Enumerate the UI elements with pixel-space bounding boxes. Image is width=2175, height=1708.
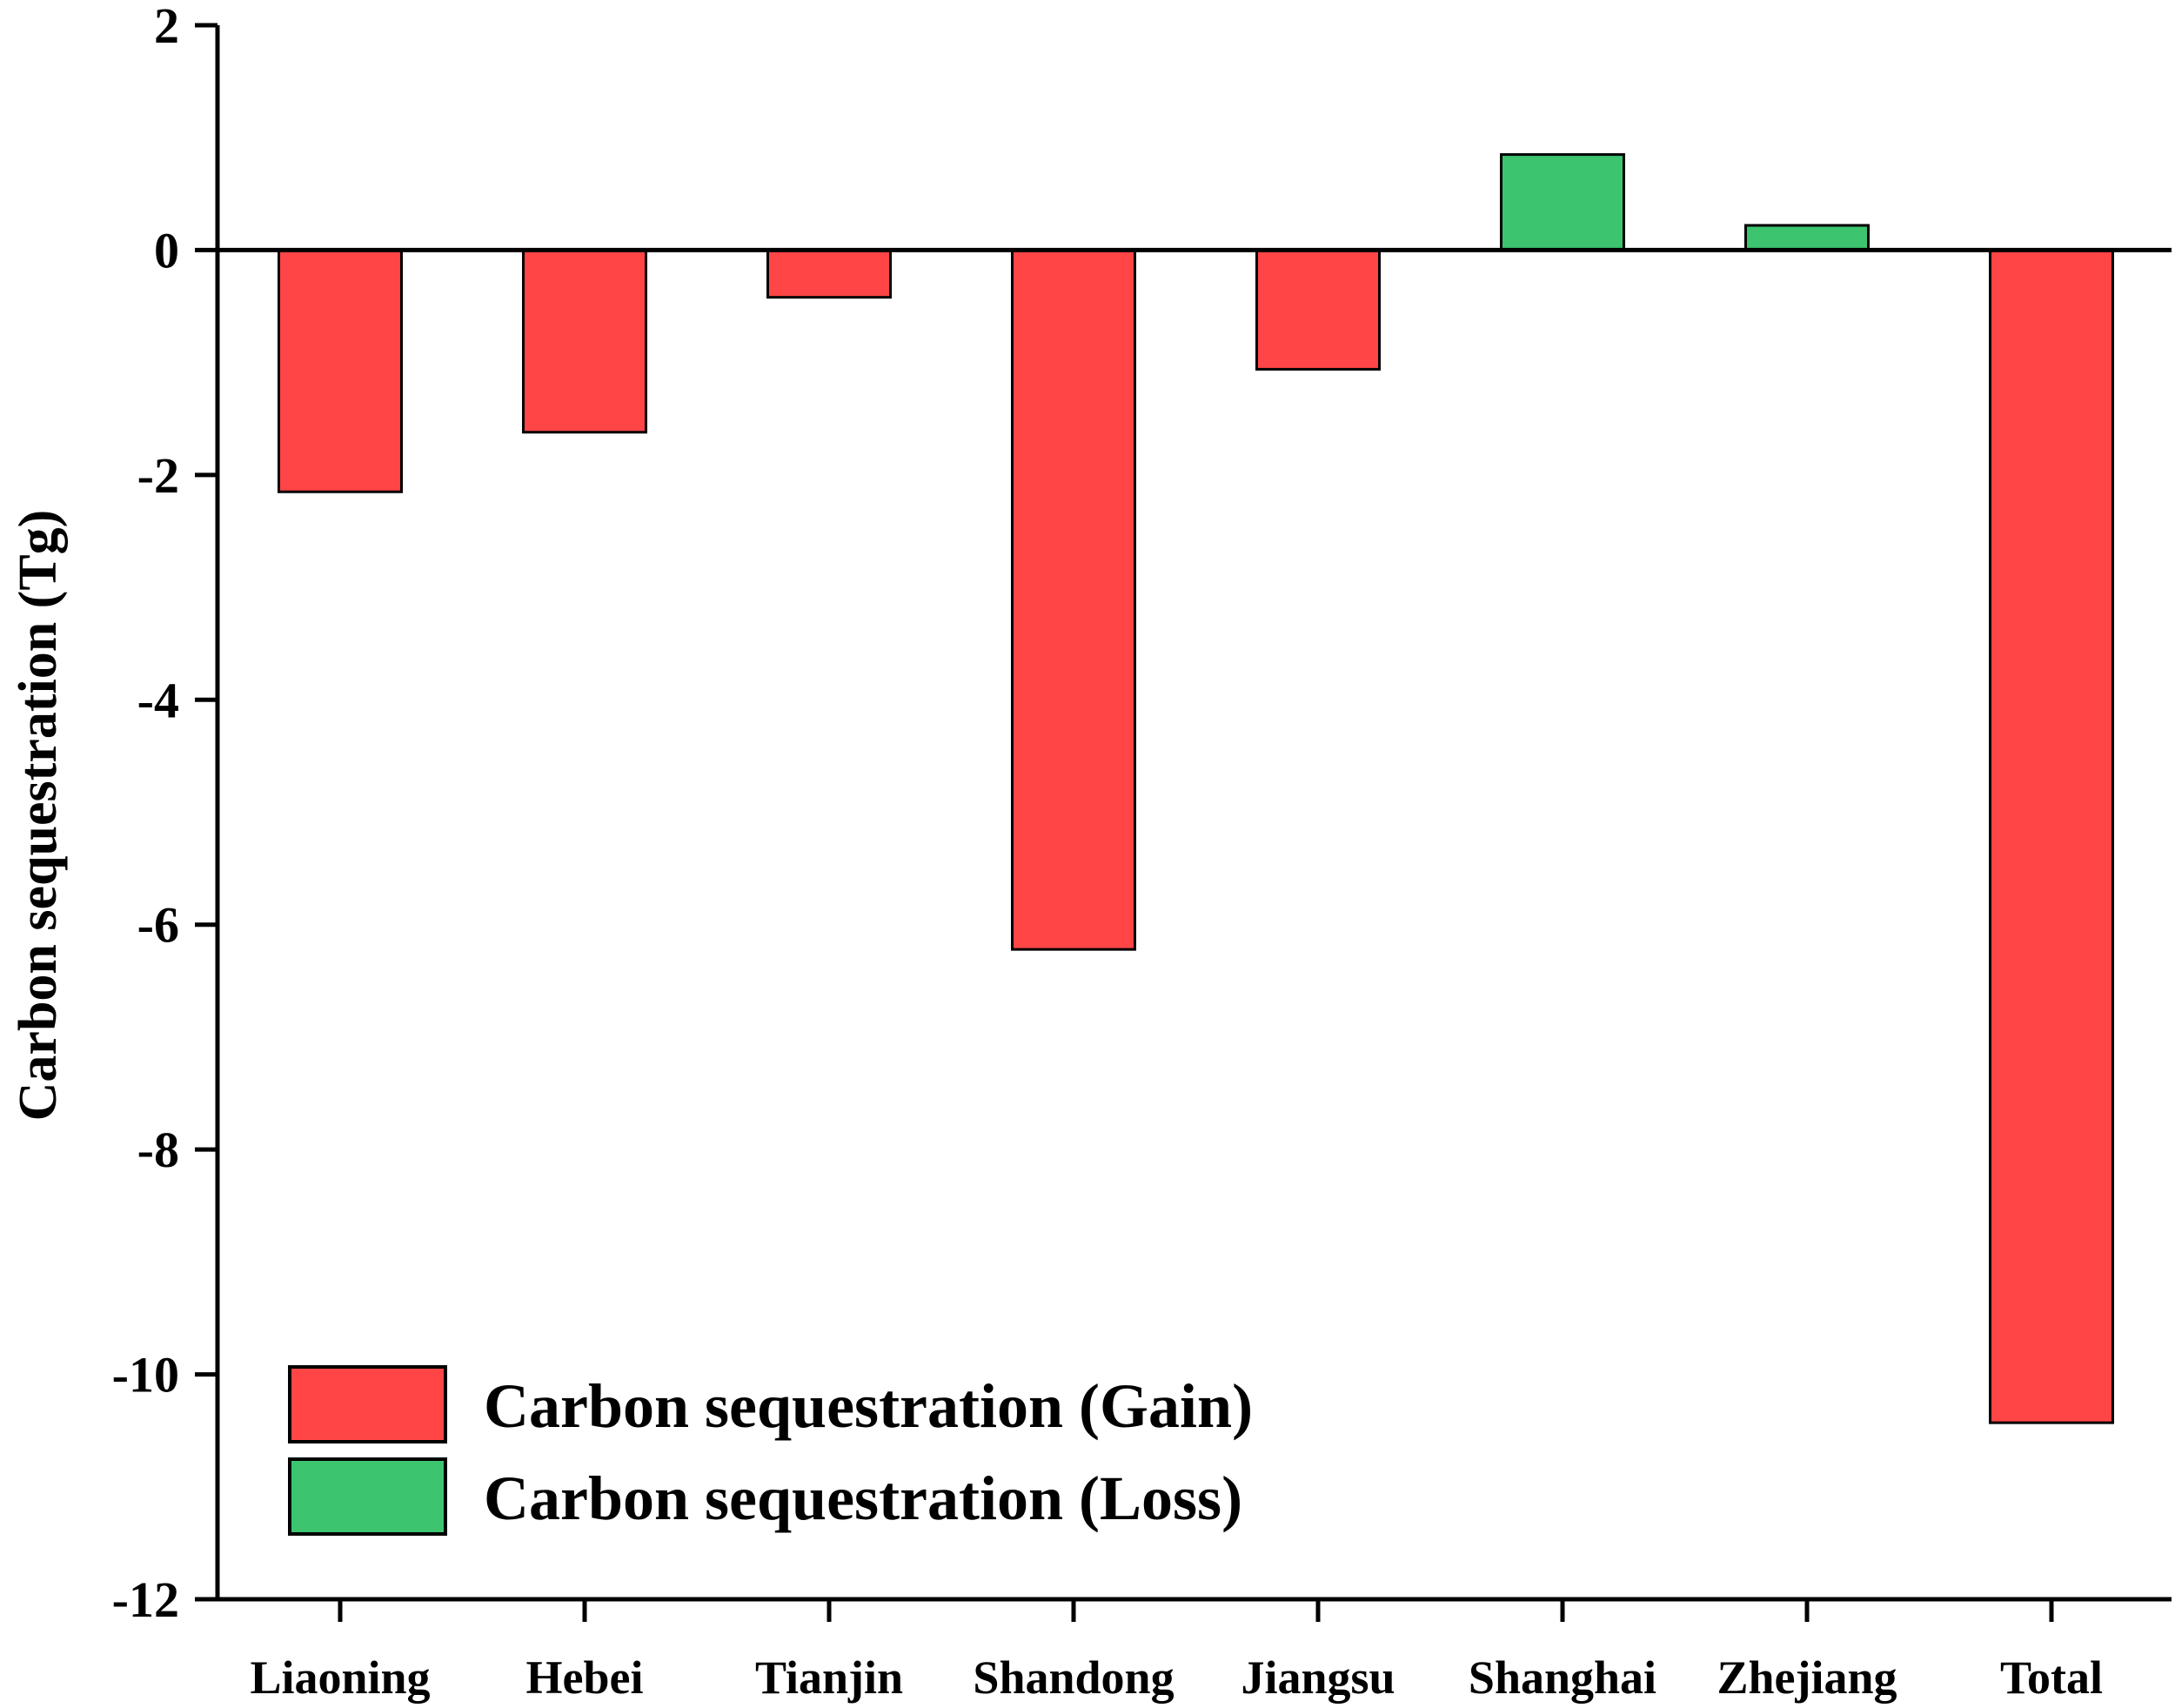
bar-tianjin [766,248,892,299]
bar-jiangsu [1255,248,1381,371]
x-tick-label-shandong: Shandong [973,1651,1174,1704]
bar-hebei [522,248,647,434]
x-tick-label-shanghai: Shanghai [1469,1651,1656,1704]
bar-shanghai [1500,153,1625,251]
y-tick-label: 0 [154,222,179,278]
bar-zhejiang [1744,224,1870,251]
x-tick-label-zhejiang: Zhejiang [1717,1651,1897,1704]
y-tick-label: -4 [137,672,179,728]
y-tick-label: -12 [112,1571,179,1628]
x-tick-label-tianjin: Tianjin [755,1651,903,1704]
legend-label-loss: Carbon sequestration (Loss) [484,1464,1242,1533]
y-tick-label: -2 [137,447,179,504]
y-tick-label: -6 [137,897,179,954]
x-tick-label-jiangsu: Jiangsu [1241,1651,1395,1704]
bar-shandong [1011,248,1136,951]
legend-swatch-loss [288,1457,447,1536]
axes-layer: 2 0 -2 -4 -6 -8 -10 -12 Liaoning Hebei Tianjin Shan… [112,0,2172,1704]
x-tick-label-total: Total [2000,1651,2103,1704]
bar-liaoning [278,248,403,493]
y-tick-label: -8 [137,1122,179,1178]
x-tick-label-liaoning: Liaoning [250,1651,430,1704]
legend-swatch-gain [288,1365,447,1443]
legend: Carbon sequestration (Gain) Carbon seque… [288,1365,1253,1536]
bars-layer [278,153,2114,1424]
legend-label-gain: Carbon sequestration (Gain) [484,1371,1253,1441]
y-axis-title: Carbon sequestration (Tg) [9,510,68,1122]
bar-total [1989,248,2114,1424]
y-tick-label: 2 [154,0,179,54]
x-tick-label-hebei: Hebei [526,1651,644,1704]
y-tick-label: -10 [112,1347,179,1403]
